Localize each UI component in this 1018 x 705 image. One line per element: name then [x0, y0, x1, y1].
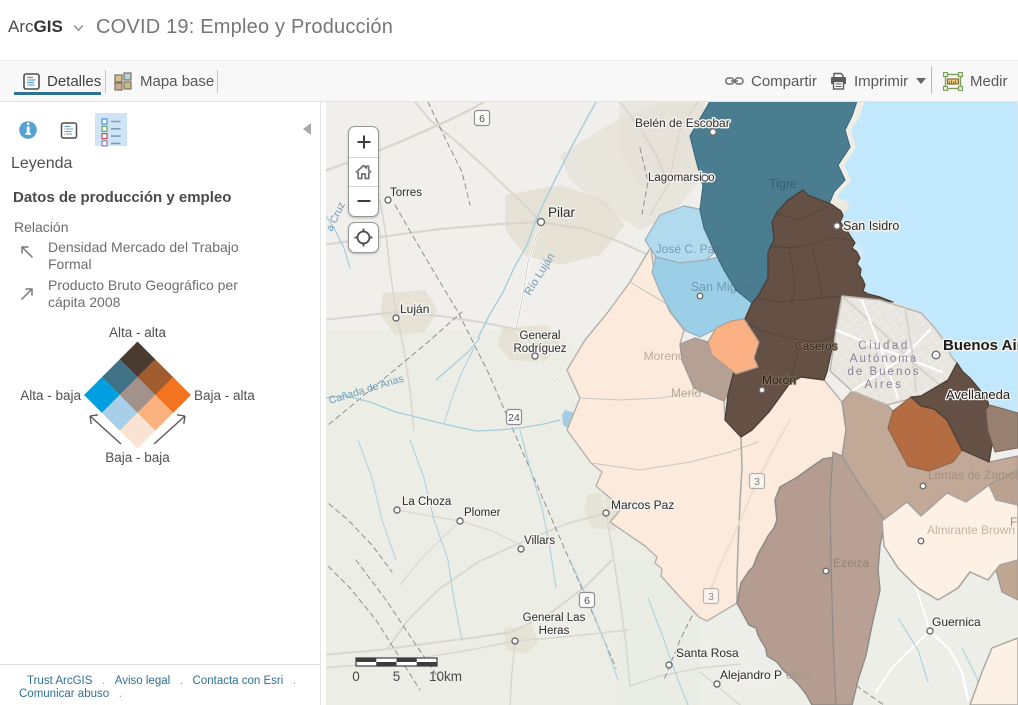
svg-text:Lomas de Zamora: Lomas de Zamora: [928, 468, 1018, 482]
svg-text:Pilar: Pilar: [548, 205, 576, 220]
svg-text:Aires: Aires: [865, 379, 904, 391]
svg-text:Luján: Luján: [400, 302, 429, 316]
svg-text:Plomer: Plomer: [464, 507, 501, 519]
svg-text:Alta - alta: Alta - alta: [109, 325, 167, 340]
svg-text:San Isidro: San Isidro: [843, 219, 899, 233]
svg-text:F: F: [1010, 515, 1017, 529]
svg-text:10km: 10km: [429, 669, 462, 684]
svg-text:Tigre: Tigre: [769, 177, 797, 191]
svg-text:3: 3: [754, 476, 760, 488]
svg-text:etión: etión: [786, 670, 811, 682]
svg-text:Lagomarsino: Lagomarsino: [648, 172, 714, 184]
svg-text:Moreno: Moreno: [644, 349, 685, 363]
svg-text:5: 5: [393, 669, 401, 684]
svg-text:Merlo: Merlo: [671, 386, 701, 400]
svg-text:Buenos Aires: Buenos Aires: [943, 337, 1018, 354]
svg-text:Alta - baja: Alta - baja: [20, 388, 81, 403]
svg-text:Rodríguez: Rodríguez: [513, 343, 566, 355]
svg-text:Alejandro P: Alejandro P: [720, 668, 782, 682]
svg-text:6: 6: [584, 595, 590, 607]
svg-text:San Miguel: San Miguel: [691, 280, 754, 294]
svg-text:Villars: Villars: [524, 535, 555, 547]
svg-text:Guernica: Guernica: [932, 615, 981, 629]
svg-text:Marcos Paz: Marcos Paz: [611, 498, 674, 512]
svg-text:General Las: General Las: [523, 612, 586, 624]
svg-text:Caseros: Caseros: [795, 341, 838, 353]
svg-text:Autónoma: Autónoma: [850, 353, 918, 365]
svg-text:Santa Rosa: Santa Rosa: [676, 646, 739, 660]
svg-text:Avellaneda: Avellaneda: [946, 387, 1011, 402]
svg-text:Heras: Heras: [539, 625, 570, 637]
svg-text:Almirante Brown: Almirante Brown: [927, 523, 1015, 537]
svg-text:Ciudad: Ciudad: [858, 340, 909, 352]
svg-text:Belén de Escobar: Belén de Escobar: [635, 116, 730, 130]
svg-text:de Buenos: de Buenos: [848, 366, 921, 378]
svg-text:General: General: [520, 330, 561, 342]
svg-text:Torres: Torres: [390, 187, 422, 199]
svg-text:Ezeiza: Ezeiza: [833, 556, 869, 570]
svg-text:Morón: Morón: [762, 373, 796, 387]
svg-text:6: 6: [479, 113, 485, 125]
svg-text:24: 24: [508, 412, 520, 424]
svg-text:José C. Paz: José C. Paz: [656, 242, 721, 256]
svg-text:Baja - alta: Baja - alta: [194, 388, 255, 403]
svg-text:3: 3: [708, 591, 714, 603]
svg-text:0: 0: [352, 669, 360, 684]
svg-text:Baja - baja: Baja - baja: [105, 450, 170, 465]
svg-text:La Choza: La Choza: [402, 496, 452, 508]
